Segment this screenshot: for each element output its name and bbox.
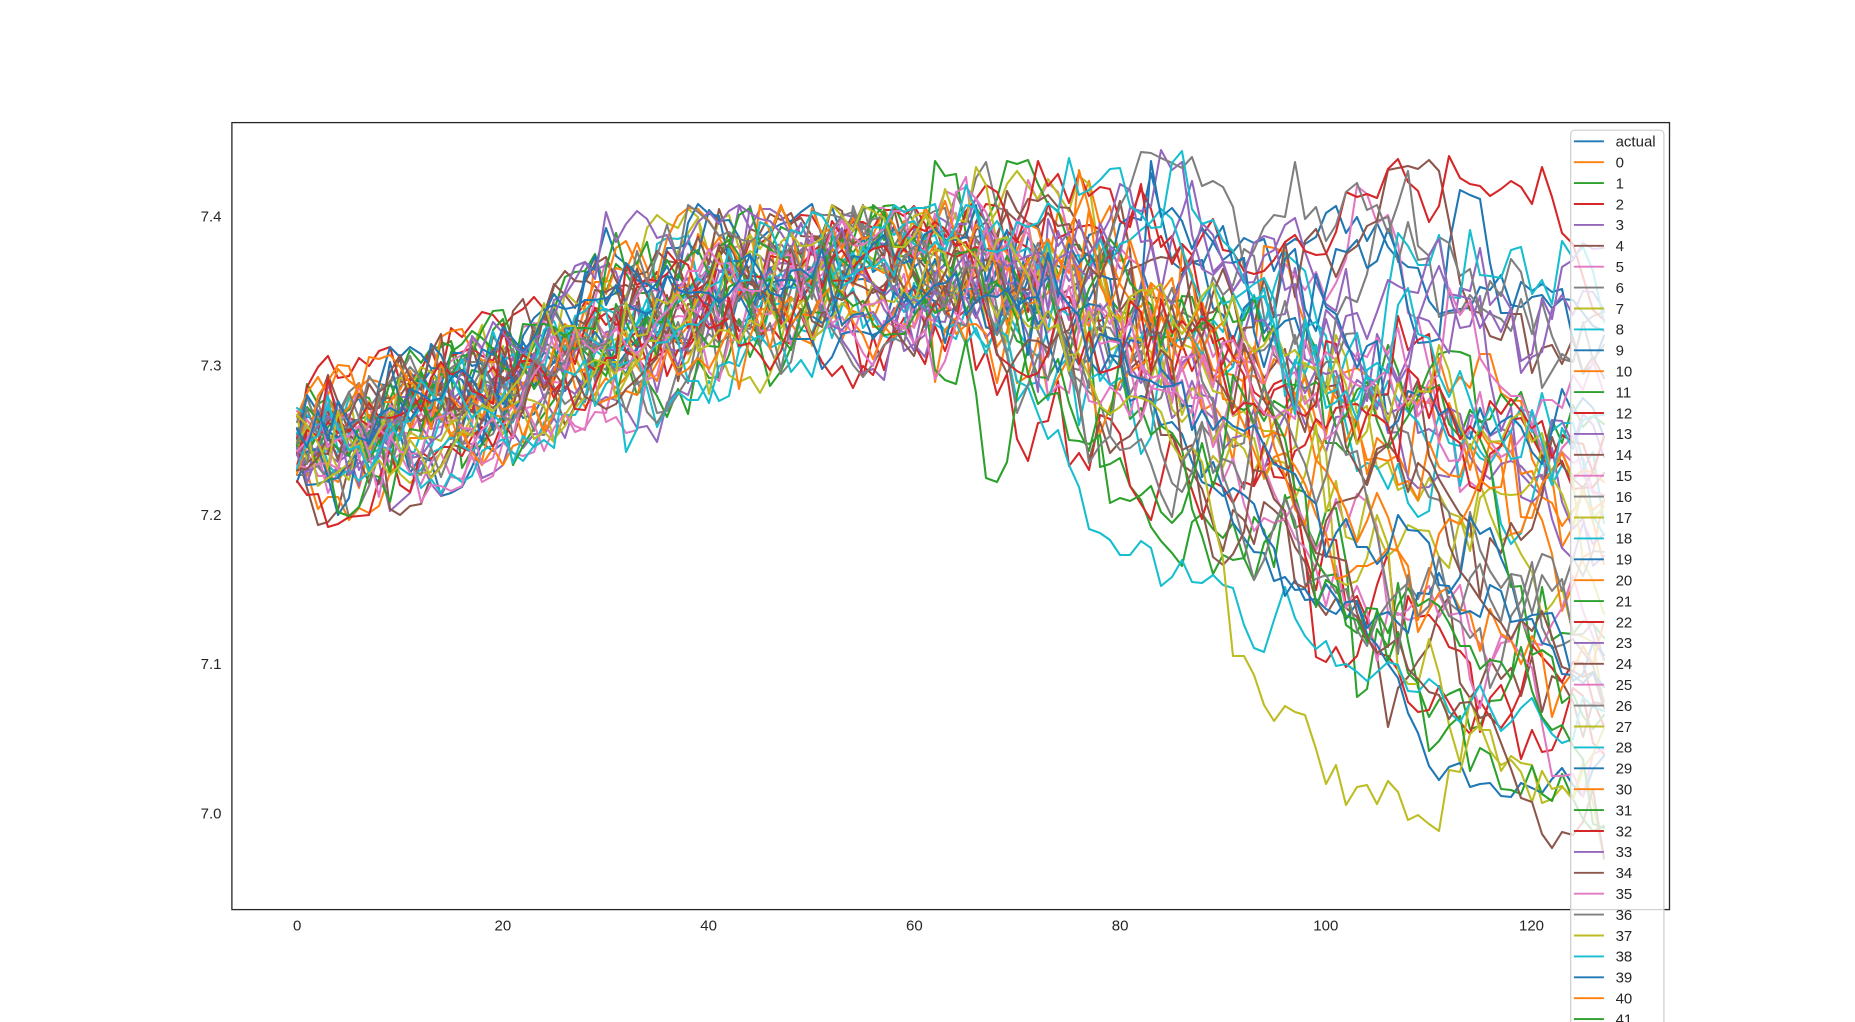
svg-text:36: 36 [1616, 907, 1633, 924]
svg-text:60: 60 [906, 917, 923, 934]
svg-text:41: 41 [1616, 1011, 1633, 1022]
svg-text:39: 39 [1616, 970, 1633, 987]
svg-text:34: 34 [1616, 865, 1633, 882]
svg-text:10: 10 [1616, 364, 1633, 381]
svg-text:32: 32 [1616, 823, 1633, 840]
svg-text:2: 2 [1616, 196, 1624, 213]
svg-text:120: 120 [1519, 917, 1544, 934]
svg-text:35: 35 [1616, 886, 1633, 903]
svg-text:7: 7 [1616, 301, 1624, 318]
svg-text:16: 16 [1616, 489, 1633, 506]
svg-text:7.0: 7.0 [201, 805, 222, 822]
svg-text:4: 4 [1616, 238, 1624, 255]
svg-text:31: 31 [1616, 802, 1633, 819]
svg-text:14: 14 [1616, 447, 1633, 464]
svg-text:15: 15 [1616, 468, 1633, 485]
svg-text:1: 1 [1616, 175, 1624, 192]
svg-text:80: 80 [1112, 917, 1129, 934]
svg-text:7.3: 7.3 [201, 358, 222, 375]
svg-text:17: 17 [1616, 510, 1633, 527]
svg-text:3: 3 [1616, 217, 1624, 234]
svg-text:40: 40 [1616, 991, 1633, 1008]
svg-text:20: 20 [1616, 573, 1633, 590]
svg-text:23: 23 [1616, 635, 1633, 652]
svg-text:27: 27 [1616, 719, 1633, 736]
svg-text:22: 22 [1616, 614, 1633, 631]
svg-text:6: 6 [1616, 280, 1624, 297]
svg-text:40: 40 [700, 917, 717, 934]
svg-text:24: 24 [1616, 656, 1633, 673]
svg-text:18: 18 [1616, 531, 1633, 548]
svg-text:33: 33 [1616, 844, 1633, 861]
svg-text:29: 29 [1616, 761, 1633, 778]
svg-text:11: 11 [1616, 384, 1632, 401]
svg-text:30: 30 [1616, 782, 1633, 799]
svg-text:19: 19 [1616, 552, 1633, 569]
svg-text:7.4: 7.4 [201, 208, 222, 225]
svg-text:12: 12 [1616, 405, 1633, 422]
svg-text:13: 13 [1616, 426, 1633, 443]
svg-text:100: 100 [1313, 917, 1338, 934]
svg-text:28: 28 [1616, 740, 1633, 757]
svg-text:25: 25 [1616, 677, 1633, 694]
svg-text:20: 20 [495, 917, 512, 934]
svg-text:38: 38 [1616, 949, 1633, 966]
svg-text:8: 8 [1616, 322, 1624, 339]
svg-text:0: 0 [1616, 155, 1624, 172]
svg-text:37: 37 [1616, 928, 1633, 945]
svg-text:21: 21 [1616, 593, 1633, 610]
svg-text:actual: actual [1616, 134, 1656, 151]
svg-text:9: 9 [1616, 343, 1624, 360]
svg-text:7.1: 7.1 [201, 656, 222, 673]
svg-text:0: 0 [293, 917, 301, 934]
svg-text:5: 5 [1616, 259, 1624, 276]
svg-text:7.2: 7.2 [201, 507, 222, 524]
svg-text:26: 26 [1616, 698, 1633, 715]
